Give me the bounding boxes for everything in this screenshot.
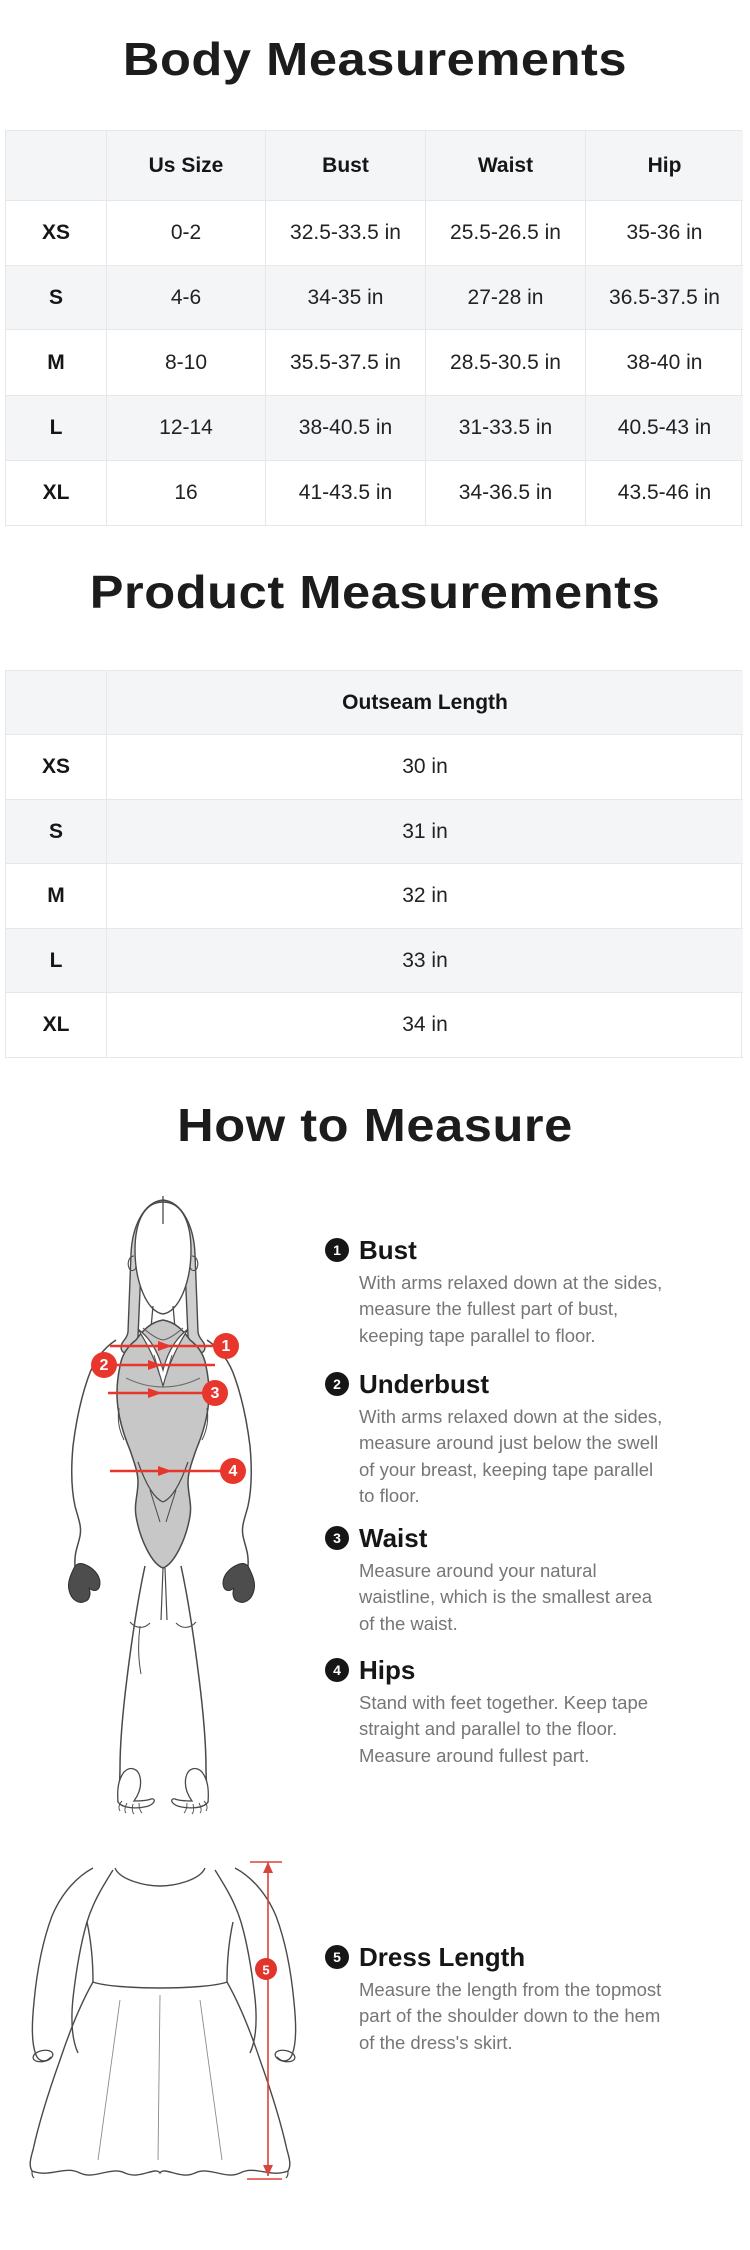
svg-text:5: 5: [262, 1963, 269, 1978]
svg-text:2: 2: [100, 1357, 109, 1374]
svg-text:1: 1: [222, 1338, 231, 1355]
svg-text:4: 4: [229, 1463, 238, 1480]
svg-text:3: 3: [211, 1385, 220, 1402]
